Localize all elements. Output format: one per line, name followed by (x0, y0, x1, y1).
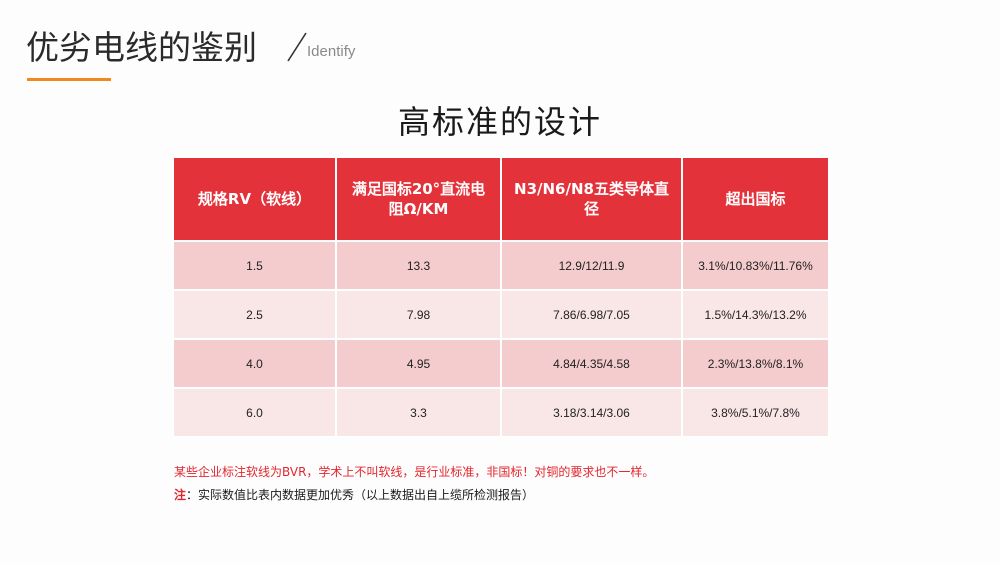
cell-diameter: 7.86/6.98/7.05 (500, 289, 683, 340)
column-header-diameter: N3/N6/N8五类导体直径 (500, 156, 683, 242)
header-accent-underline (27, 78, 111, 81)
cell-exceed: 3.8%/5.1%/7.8% (681, 387, 830, 438)
cell-spec: 4.0 (172, 338, 337, 389)
cell-resistance: 13.3 (335, 240, 502, 291)
cell-exceed: 2.3%/13.8%/8.1% (681, 338, 830, 389)
cell-exceed: 3.1%/10.83%/11.76% (681, 240, 830, 291)
slide-title: 高标准的设计 (397, 103, 602, 141)
column-header-spec: 规格RV（软线） (172, 156, 337, 242)
cell-resistance: 3.3 (335, 387, 502, 438)
cell-resistance: 4.95 (335, 338, 502, 389)
table-row: 2.5 7.98 7.86/6.98/7.05 1.5%/14.3%/13.2% (172, 289, 830, 340)
spec-table: 规格RV（软线） 满足国标20°直流电阻Ω/KM N3/N6/N8五类导体直径 … (172, 156, 830, 438)
table-row: 1.5 13.3 12.9/12/11.9 3.1%/10.83%/11.76% (172, 240, 830, 291)
header-title: 优劣电线的鉴别 (26, 28, 257, 67)
cell-resistance: 7.98 (335, 289, 502, 340)
footnote-text: ：实际数值比表内数据更加优秀（以上数据出自上缆所检测报告） (186, 488, 535, 502)
cell-diameter: 3.18/3.14/3.06 (500, 387, 683, 438)
table-row: 4.0 4.95 4.84/4.35/4.58 2.3%/13.8%/8.1% (172, 338, 830, 389)
slash-divider-icon (287, 32, 307, 62)
cell-spec: 2.5 (172, 289, 337, 340)
table-row: 6.0 3.3 3.18/3.14/3.06 3.8%/5.1%/7.8% (172, 387, 830, 438)
cell-diameter: 4.84/4.35/4.58 (500, 338, 683, 389)
cell-spec: 6.0 (172, 387, 337, 438)
column-header-exceed: 超出国标 (681, 156, 830, 242)
cell-exceed: 1.5%/14.3%/13.2% (681, 289, 830, 340)
cell-diameter: 12.9/12/11.9 (500, 240, 683, 291)
header-subtitle: Identify (307, 43, 356, 60)
footnote-label: 注 (174, 488, 187, 502)
table-header-row: 规格RV（软线） 满足国标20°直流电阻Ω/KM N3/N6/N8五类导体直径 … (172, 156, 830, 242)
warning-note: 某些企业标注软线为BVR，学术上不叫软线，是行业标准，非国标！对铜的要求也不一样… (174, 465, 655, 479)
footnote: 注：实际数值比表内数据更加优秀（以上数据出自上缆所检测报告） (174, 486, 534, 503)
cell-spec: 1.5 (172, 240, 337, 291)
column-header-resistance: 满足国标20°直流电阻Ω/KM (335, 156, 502, 242)
